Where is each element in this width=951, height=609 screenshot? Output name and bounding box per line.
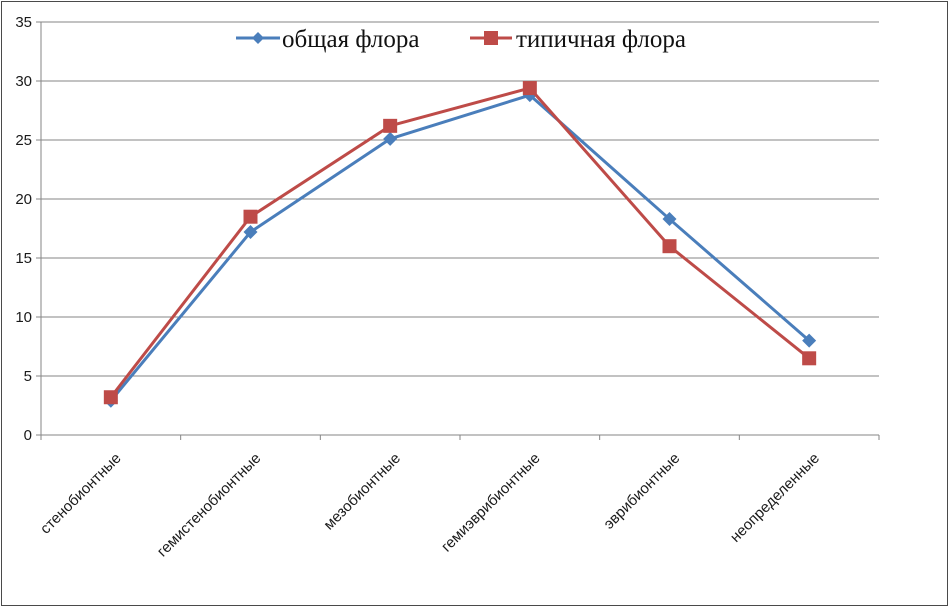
y-tick-label: 30 — [15, 73, 32, 90]
legend-square-marker — [484, 31, 498, 45]
series-0 — [103, 88, 817, 408]
data-point-diamond — [243, 225, 258, 240]
data-point-square — [802, 351, 817, 366]
category-labels: стенобионтные гемистенобионтные мезобионтн… — [37, 450, 823, 560]
series-1 — [103, 81, 817, 405]
y-tick-label: 0 — [24, 427, 32, 444]
legend-label-1: типичная флора — [516, 26, 686, 53]
y-tick-label: 15 — [15, 250, 32, 267]
data-point-diamond — [802, 333, 817, 348]
series-line-0 — [109, 93, 811, 402]
category-label: гемистенобионтные — [154, 450, 264, 560]
data-point-square — [662, 239, 677, 254]
x-tick-marks — [40, 435, 880, 440]
category-label: стенобионтные — [37, 450, 125, 538]
y-tick-label: 5 — [24, 368, 32, 385]
data-point-square — [103, 390, 118, 405]
series-group — [103, 81, 817, 408]
data-point-diamond — [383, 131, 398, 146]
legend-item-0: общая флора — [236, 26, 419, 53]
data-point-square — [383, 118, 398, 133]
legend-label-0: общая флора — [282, 26, 419, 53]
y-tick-label: 35 — [15, 14, 32, 31]
y-tick-label: 20 — [15, 191, 32, 208]
category-label: гемиэврибионтные — [438, 450, 544, 556]
legend-diamond-marker — [252, 32, 264, 44]
y-tick-labels: 0 5 10 15 20 25 30 35 — [15, 14, 41, 444]
legend-item-1: типичная флора — [470, 26, 686, 53]
category-label: эврибионтные — [600, 450, 683, 533]
category-label: мезобионтные — [320, 450, 404, 534]
y-tick-label: 25 — [15, 132, 32, 149]
series-line-1 — [109, 86, 811, 399]
legend: общая флора типичная флора — [236, 26, 686, 53]
y-tick-label: 10 — [15, 309, 32, 326]
category-label: неопределенные — [727, 450, 823, 546]
data-point-diamond — [662, 212, 677, 227]
data-point-square — [243, 209, 258, 224]
axes — [40, 22, 879, 436]
data-point-square — [522, 81, 537, 96]
